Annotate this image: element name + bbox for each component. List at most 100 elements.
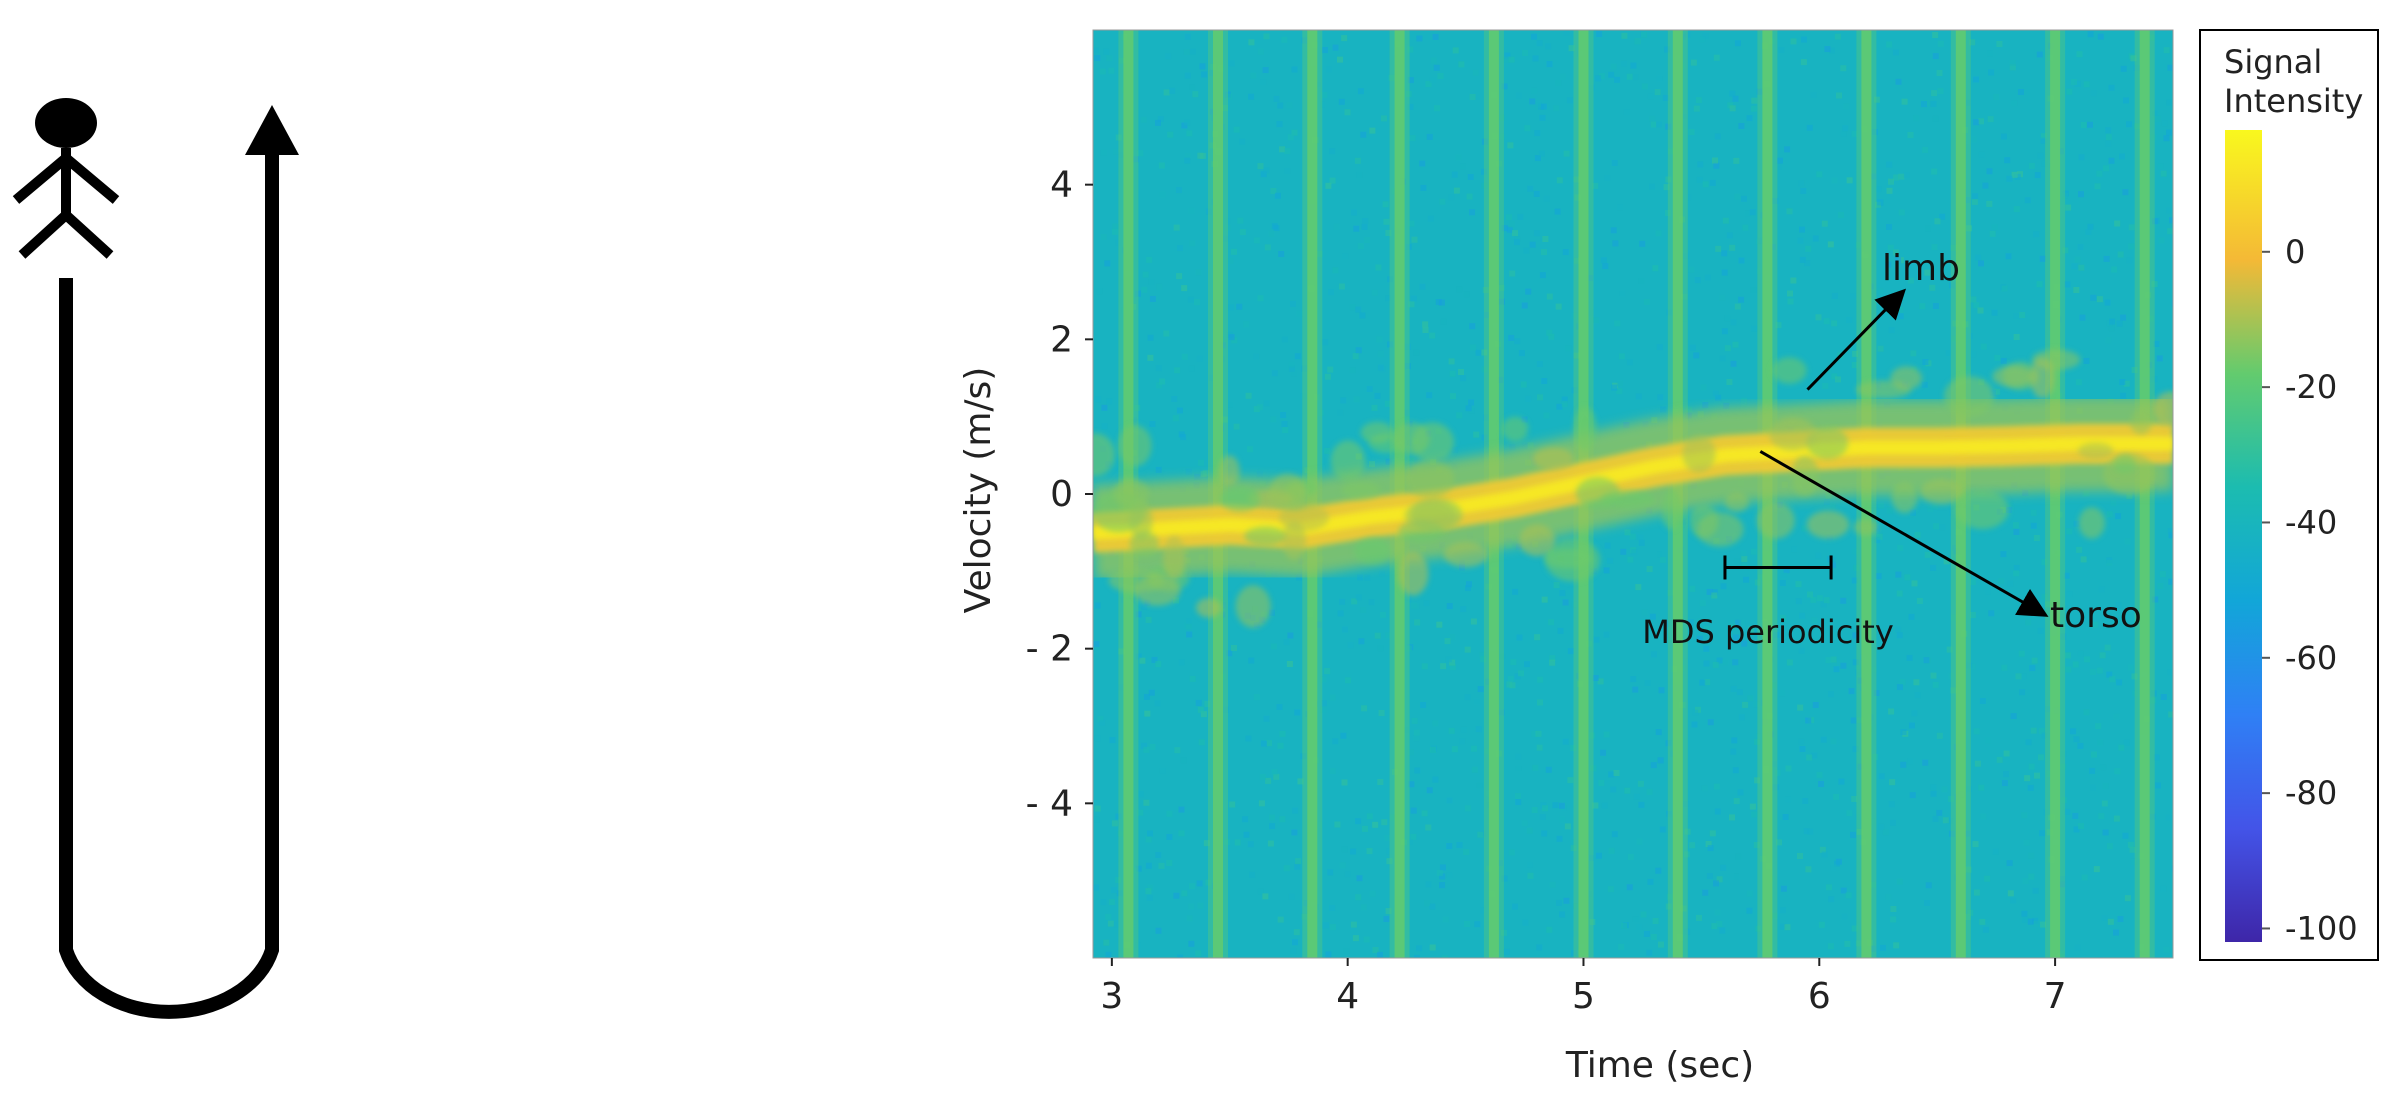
noise-cell bbox=[1093, 47, 1099, 54]
noise-cell bbox=[1950, 687, 1957, 694]
noise-cell bbox=[2001, 664, 2008, 671]
noise-cell bbox=[1903, 172, 1910, 178]
noise-cell bbox=[1730, 748, 1737, 755]
noise-cell bbox=[1503, 948, 1510, 955]
noise-cell bbox=[1291, 370, 1297, 377]
noise-cell bbox=[1846, 810, 1853, 817]
noise-cell bbox=[1875, 186, 1882, 193]
noise-cell bbox=[2172, 749, 2173, 755]
noise-cell bbox=[1186, 631, 1193, 638]
limb-echo bbox=[1093, 433, 1115, 477]
noise-cell bbox=[1429, 944, 1436, 951]
noise-cell bbox=[1338, 283, 1345, 290]
noise-cell bbox=[1851, 130, 1858, 137]
noise-cell bbox=[1242, 816, 1249, 823]
noise-cell bbox=[1185, 623, 1192, 630]
noise-cell bbox=[1387, 341, 1394, 348]
noise-cell bbox=[1534, 155, 1541, 162]
y-axis: 420- 2- 4 bbox=[1026, 165, 1093, 824]
noise-cell bbox=[1425, 81, 1432, 88]
noise-cell bbox=[2090, 294, 2097, 301]
noise-cell bbox=[2116, 679, 2123, 686]
colorbar-title-line2: Intensity bbox=[2224, 82, 2363, 120]
noise-cell bbox=[1713, 880, 1719, 887]
noise-cell bbox=[2038, 754, 2044, 761]
colorbar-tick-label: -20 bbox=[2285, 368, 2337, 406]
noise-cell bbox=[1780, 885, 1787, 892]
noise-cell bbox=[1380, 611, 1386, 618]
noise-cell bbox=[1409, 135, 1416, 142]
noise-cell bbox=[1198, 459, 1204, 466]
noise-cell bbox=[1140, 116, 1147, 123]
noise-cell bbox=[1458, 369, 1464, 375]
noise-cell bbox=[1982, 182, 1989, 189]
noise-cell bbox=[1821, 220, 1828, 227]
noise-cell bbox=[1508, 849, 1515, 856]
noise-cell bbox=[1407, 46, 1414, 53]
noise-cell bbox=[1621, 60, 1627, 67]
noise-cell bbox=[1966, 333, 1973, 339]
noise-cell bbox=[1972, 841, 1979, 848]
noise-cell bbox=[2163, 135, 2170, 142]
noise-cell bbox=[1226, 93, 1233, 100]
noise-cell bbox=[1831, 177, 1838, 184]
noise-cell bbox=[1248, 657, 1255, 664]
noise-cell bbox=[1541, 596, 1548, 603]
limb-echo bbox=[1992, 365, 2034, 387]
noise-cell bbox=[1316, 251, 1323, 257]
noise-cell bbox=[1265, 777, 1272, 784]
noise-cell bbox=[1149, 295, 1156, 302]
noise-cell bbox=[2058, 951, 2065, 957]
noise-cell bbox=[1969, 663, 1976, 670]
noise-cell bbox=[1469, 209, 1476, 216]
noise-cell bbox=[1733, 873, 1740, 880]
noise-cell bbox=[1517, 213, 1524, 220]
noise-cell bbox=[1301, 37, 1308, 44]
noise-cell bbox=[1163, 89, 1170, 96]
noise-cell bbox=[2106, 843, 2113, 850]
noise-cell bbox=[2160, 694, 2167, 700]
noise-cell bbox=[1277, 102, 1284, 109]
noise-cell bbox=[1566, 97, 1573, 104]
noise-cell bbox=[1691, 721, 1698, 728]
noise-cell bbox=[1737, 789, 1744, 796]
noise-cell bbox=[1515, 765, 1522, 772]
noise-cell bbox=[1339, 862, 1346, 869]
noise-cell bbox=[1633, 39, 1640, 46]
noise-cell bbox=[1476, 782, 1483, 789]
noise-cell bbox=[1682, 658, 1689, 665]
noise-cell bbox=[1610, 227, 1617, 234]
noise-cell bbox=[1525, 288, 1532, 295]
noise-cell bbox=[1948, 796, 1955, 802]
noise-cell bbox=[1787, 290, 1793, 297]
noise-cell bbox=[1378, 710, 1385, 716]
noise-cell bbox=[1180, 757, 1187, 764]
noise-cell bbox=[2071, 79, 2077, 85]
noise-cell bbox=[1833, 666, 1840, 673]
noise-cell bbox=[1357, 88, 1364, 95]
noise-cell bbox=[1586, 275, 1593, 281]
noise-cell bbox=[1349, 304, 1356, 311]
noise-cell bbox=[1296, 574, 1302, 581]
noise-cell bbox=[2036, 281, 2043, 288]
noise-cell bbox=[1896, 878, 1903, 885]
noise-cell bbox=[1351, 598, 1358, 605]
noise-cell bbox=[1649, 183, 1655, 190]
noise-cell bbox=[1199, 63, 1206, 70]
noise-cell bbox=[1259, 774, 1266, 781]
noise-cell bbox=[1262, 67, 1269, 74]
noise-cell bbox=[1771, 912, 1778, 919]
noise-cell bbox=[1388, 74, 1395, 81]
noise-cell bbox=[1546, 61, 1553, 68]
noise-cell bbox=[1532, 55, 1539, 62]
noise-cell bbox=[1714, 909, 1721, 916]
noise-cell bbox=[2015, 673, 2022, 680]
noise-cell bbox=[1137, 150, 1144, 157]
noise-cell bbox=[1964, 366, 1971, 373]
noise-cell bbox=[1350, 921, 1357, 928]
noise-cell bbox=[1264, 244, 1271, 251]
noise-cell bbox=[1655, 867, 1662, 874]
noise-cell bbox=[1546, 293, 1553, 300]
noise-cell bbox=[1195, 269, 1202, 276]
noise-cell bbox=[2133, 64, 2140, 71]
